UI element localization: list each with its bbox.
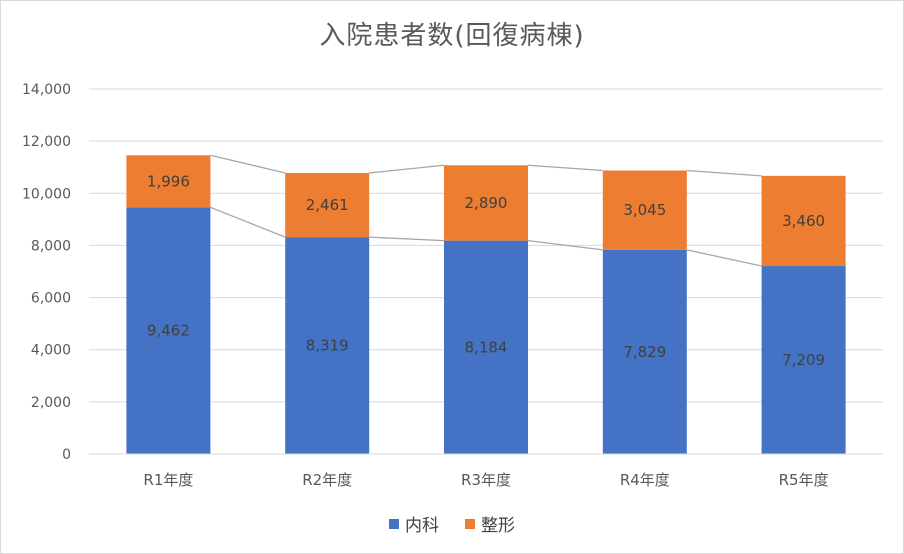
series-line-seikei-1	[210, 154, 286, 174]
data-label-naika-1: 9,462	[147, 322, 190, 340]
y-tick-label-4000: 4,000	[31, 343, 71, 359]
bar-naika-3	[444, 240, 528, 454]
bar-naika-4	[602, 249, 687, 454]
y-tick-label-14000: 14,000	[22, 82, 71, 98]
data-label-naika-2: 8,319	[306, 337, 349, 355]
y-tick-label-6000: 6,000	[31, 291, 71, 307]
series-line-naika-2	[369, 236, 445, 242]
bar-naika-1	[126, 207, 211, 454]
series-line-seikei-2	[369, 164, 445, 174]
data-label-seikei-1: 1,996	[147, 172, 190, 190]
data-label-seikei-4: 3,045	[623, 201, 666, 219]
bar-naika-2	[285, 237, 370, 454]
legend-item-naika: 内科	[389, 511, 439, 536]
legend-label-naika: 内科	[405, 516, 439, 536]
y-tick-label-8000: 8,000	[31, 238, 71, 254]
series-line-naika-3	[527, 239, 603, 251]
series-line-seikei-3	[527, 164, 603, 172]
y-tick-label-0: 0	[62, 447, 71, 463]
data-label-naika-5: 7,209	[782, 351, 825, 369]
series-line-naika-1	[210, 206, 286, 238]
legend-label-seikei: 整形	[481, 516, 515, 536]
series-line-naika-4	[686, 249, 762, 267]
x-tick-label-3: R3年度	[461, 471, 511, 489]
data-label-seikei-3: 2,890	[465, 194, 508, 212]
data-label-naika-3: 8,184	[465, 338, 508, 356]
legend-item-seikei: 整形	[465, 511, 515, 536]
x-tick-label-4: R4年度	[620, 471, 670, 489]
x-tick-label-1: R1年度	[143, 471, 193, 489]
y-tick-label-12000: 12,000	[22, 134, 71, 150]
series-line-seikei-4	[686, 169, 762, 177]
legend: 内科 整形	[1, 511, 903, 536]
y-tick-label-10000: 10,000	[22, 186, 71, 202]
x-tick-label-5: R5年度	[779, 471, 829, 489]
legend-swatch-naika	[389, 518, 399, 529]
y-tick-label-2000: 2,000	[31, 395, 71, 411]
bar-seikei-3	[444, 165, 528, 241]
bar-seikei-2	[285, 172, 370, 238]
legend-swatch-seikei	[465, 518, 475, 529]
chart-title: 入院患者数(回復病棟)	[319, 21, 585, 51]
bar-seikei-5	[761, 175, 846, 267]
bar-naika-5	[761, 266, 846, 454]
bar-seikei-4	[602, 170, 687, 250]
bar-seikei-1	[126, 155, 211, 208]
data-label-seikei-2: 2,461	[306, 196, 349, 214]
data-label-seikei-5: 3,460	[782, 212, 825, 230]
data-label-naika-4: 7,829	[623, 343, 666, 361]
x-tick-label-2: R2年度	[302, 471, 352, 489]
